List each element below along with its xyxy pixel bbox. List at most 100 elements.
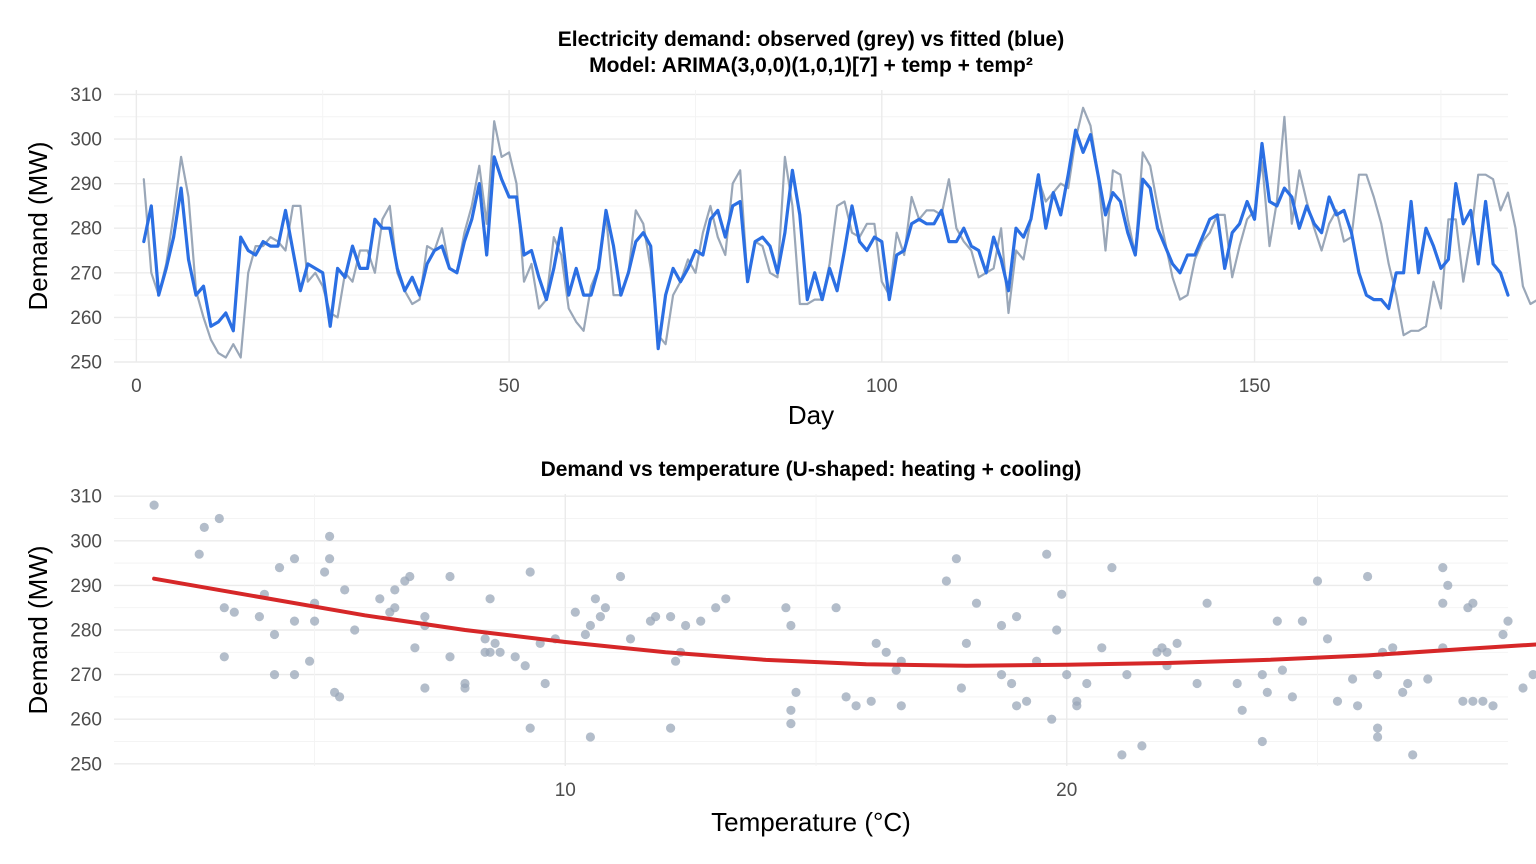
panel1-y-tick-label: 310: [70, 85, 102, 106]
scatter-point: [625, 634, 636, 644]
scatter-point: [595, 612, 606, 622]
panel1-x-tick-label: 100: [866, 376, 898, 397]
scatter-point: [896, 701, 906, 711]
scatter-point: [495, 647, 505, 657]
scatter-point: [525, 567, 535, 577]
scatter-point: [1518, 683, 1528, 693]
panel1-y-tick-label: 300: [70, 130, 102, 151]
panel2-y-tick-label: 310: [70, 487, 102, 508]
panel2-y-tick-label: 260: [70, 710, 102, 731]
scatter-point: [1322, 634, 1333, 644]
scatter-point: [786, 719, 796, 729]
scatter-point: [194, 549, 204, 559]
scatter-point: [340, 585, 350, 595]
scatter-point: [1438, 563, 1448, 573]
panel1-y-tick-labels: 250 260 270 280 290 300 310: [70, 85, 102, 374]
scatter-point: [390, 585, 400, 595]
scatter-point: [520, 661, 530, 671]
scatter-point: [615, 571, 626, 582]
scatter-point: [1287, 692, 1297, 702]
scatter-point: [1363, 571, 1373, 582]
panel2-x-tick-label: 10: [555, 780, 576, 801]
scatter-point: [585, 620, 596, 631]
scatter-point: [525, 723, 535, 733]
scatter-point: [1498, 629, 1508, 640]
scatter-point: [891, 665, 901, 675]
scatter-point: [305, 656, 315, 666]
scatter-point: [420, 683, 430, 693]
scatter-point: [335, 692, 345, 702]
scatter-point: [600, 603, 611, 613]
scatter-point: [1162, 647, 1172, 657]
scatter-point: [410, 643, 420, 653]
observed-series-line: [142, 106, 1536, 359]
scatter-point: [289, 616, 300, 626]
panel1-y-tick-label: 280: [70, 219, 102, 240]
scatter-point: [320, 567, 330, 577]
scatter-point: [866, 696, 876, 706]
scatter-point: [1373, 732, 1383, 742]
panel2-y-tick-label: 300: [70, 531, 102, 552]
scatter-point: [786, 705, 796, 715]
scatter-point: [1117, 750, 1127, 760]
scatter-point: [721, 594, 731, 604]
scatter-point: [1172, 638, 1182, 649]
scatter-point: [671, 656, 681, 666]
scatter-point: [289, 670, 300, 680]
scatter-point: [1373, 723, 1383, 733]
scatter-point: [1022, 696, 1032, 706]
scatter-point: [540, 678, 550, 689]
panel1-gridlines: [114, 90, 1508, 363]
scatter-point: [841, 692, 851, 702]
scatter-point: [480, 634, 490, 644]
scatter-point: [445, 652, 455, 662]
panel2-scatter-points: [149, 500, 1536, 760]
scatter-point: [1423, 674, 1433, 684]
scatter-panel: Demand vs temperature (U-shaped: heating…: [23, 458, 1536, 837]
scatter-point: [445, 571, 455, 582]
scatter-point: [996, 670, 1007, 680]
scatter-point: [229, 607, 239, 617]
panel1-y-tick-label: 270: [70, 263, 102, 284]
scatter-point: [791, 687, 801, 698]
scatter-point: [585, 732, 596, 742]
scatter-point: [310, 616, 320, 626]
scatter-point: [1262, 687, 1272, 698]
scatter-point: [1332, 696, 1343, 706]
scatter-point: [1012, 612, 1022, 622]
scatter-point: [1257, 736, 1267, 747]
fitted-quadratic-curve: [152, 576, 1536, 668]
panel1-x-tick-label: 50: [499, 376, 520, 397]
scatter-point: [1097, 643, 1107, 653]
scatter-point: [1468, 598, 1478, 608]
scatter-point: [1107, 563, 1117, 573]
scatter-point: [570, 607, 580, 617]
panel1-y-tick-label: 250: [70, 353, 102, 374]
panel2-x-tick-label: 20: [1056, 780, 1077, 801]
scatter-point: [375, 594, 385, 604]
panel1-x-axis-label: Day: [788, 400, 834, 430]
scatter-point: [681, 620, 691, 631]
scatter-point: [289, 554, 300, 564]
panel2-y-tick-label: 290: [70, 576, 102, 597]
scatter-point: [1237, 705, 1247, 715]
scatter-point: [786, 620, 796, 631]
scatter-point: [1353, 701, 1363, 711]
panel2-y-tick-label: 250: [70, 754, 102, 775]
scatter-point: [590, 594, 601, 604]
panel2-title: Demand vs temperature (U-shaped: heating…: [541, 458, 1082, 481]
scatter-point: [1458, 696, 1468, 706]
scatter-point: [1438, 598, 1448, 608]
scatter-point: [1192, 678, 1202, 689]
panel2-y-tick-label: 280: [70, 621, 102, 642]
scatter-point: [490, 638, 500, 649]
panel1-x-tick-label: 0: [131, 376, 142, 397]
scatter-point: [1047, 714, 1057, 724]
scatter-point: [1202, 598, 1212, 608]
scatter-point: [325, 554, 335, 564]
panel2-y-axis-label: Demand (MW): [23, 545, 53, 714]
scatter-point: [1277, 665, 1287, 675]
scatter-point: [1272, 616, 1282, 626]
scatter-point: [651, 612, 661, 622]
